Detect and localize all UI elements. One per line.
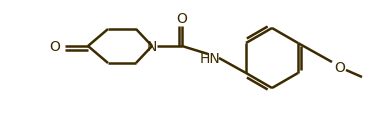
Text: O: O [177, 12, 187, 26]
Text: O: O [50, 40, 60, 54]
Text: N: N [147, 40, 157, 54]
Text: HN: HN [200, 52, 220, 65]
Text: O: O [335, 60, 345, 74]
